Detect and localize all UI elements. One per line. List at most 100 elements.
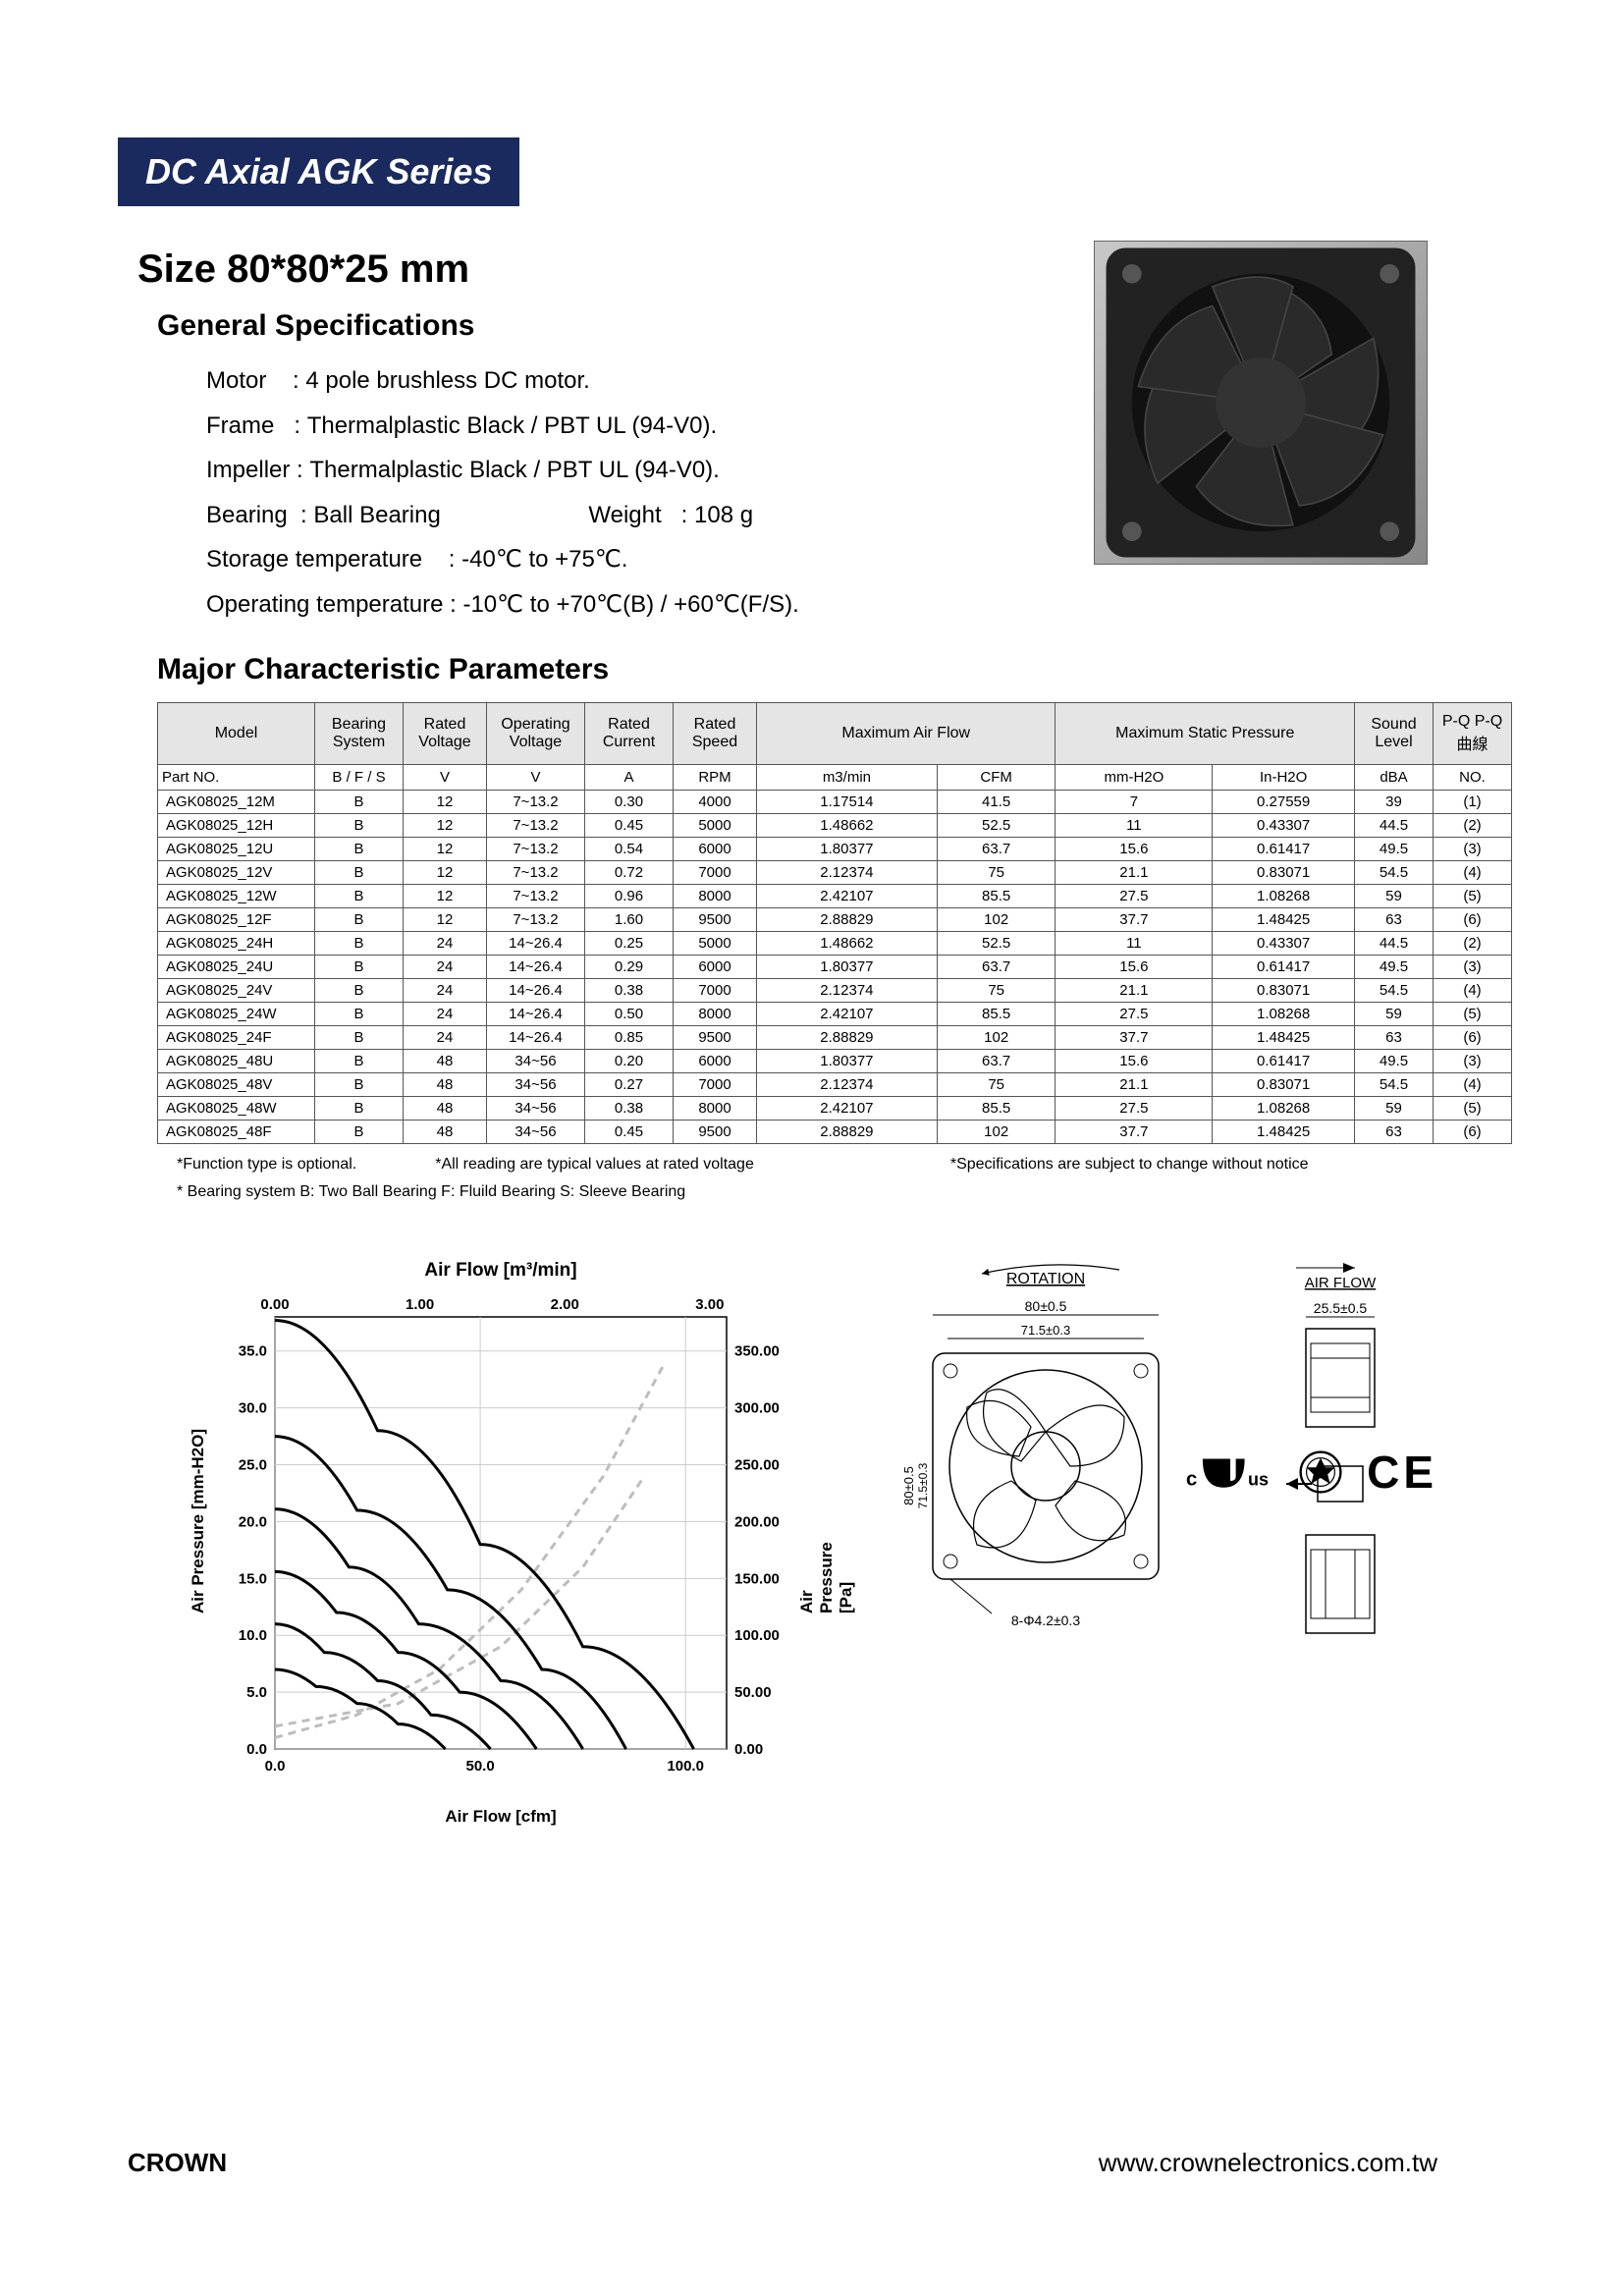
- table-cell: 27.5: [1056, 1096, 1213, 1120]
- table-cell: 7000: [674, 860, 757, 884]
- table-cell: 0.20: [585, 1049, 674, 1072]
- svg-text:250.00: 250.00: [734, 1456, 780, 1473]
- svg-text:20.0: 20.0: [239, 1513, 267, 1530]
- table-cell: 9500: [674, 1120, 757, 1143]
- table-cell: 14~26.4: [487, 931, 585, 955]
- table-cell: B: [315, 1096, 404, 1120]
- ul-mark-icon: c us: [1186, 1449, 1274, 1496]
- unit-cell: A: [585, 764, 674, 790]
- table-cell: B: [315, 955, 404, 978]
- unit-cell: RPM: [674, 764, 757, 790]
- table-cell: 7~13.2: [487, 907, 585, 931]
- table-row: AGK08025_12HB127~13.20.4550001.4866252.5…: [158, 813, 1512, 837]
- svg-text:0.00: 0.00: [260, 1296, 289, 1313]
- table-cell: (3): [1434, 837, 1512, 860]
- table-cell: 39: [1355, 790, 1434, 813]
- table-cell: 15.6: [1056, 1049, 1213, 1072]
- table-row: AGK08025_12VB127~13.20.7270002.123747521…: [158, 860, 1512, 884]
- table-row: AGK08025_24VB2414~26.40.3870002.12374752…: [158, 978, 1512, 1002]
- table-cell: B: [315, 1025, 404, 1049]
- table-cell: 37.7: [1056, 907, 1213, 931]
- table-cell: B: [315, 860, 404, 884]
- table-cell: 2.12374: [757, 1072, 938, 1096]
- table-cell: 27.5: [1056, 884, 1213, 907]
- footnote-1: *Function type is optional.: [177, 1156, 356, 1174]
- unit-cell: In-H2O: [1213, 764, 1355, 790]
- table-cell: 24: [404, 1002, 487, 1025]
- table-cell: 12: [404, 907, 487, 931]
- table-cell: 12: [404, 837, 487, 860]
- table-cell: 34~56: [487, 1096, 585, 1120]
- table-cell: 85.5: [937, 884, 1056, 907]
- table-cell: B: [315, 1072, 404, 1096]
- table-cell: AGK08025_48U: [158, 1049, 315, 1072]
- table-cell: (5): [1434, 1002, 1512, 1025]
- table-cell: AGK08025_24U: [158, 955, 315, 978]
- table-cell: 1.80377: [757, 955, 938, 978]
- table-cell: 34~56: [487, 1049, 585, 1072]
- table-cell: 21.1: [1056, 860, 1213, 884]
- page-footer: CROWN www.crownelectronics.com.tw: [128, 2148, 1437, 2178]
- spec-list: Motor : 4 pole brushless DC motor. Frame…: [206, 358, 913, 628]
- svg-text:0.0: 0.0: [246, 1741, 267, 1758]
- table-cell: (6): [1434, 1025, 1512, 1049]
- impeller-value: Thermalplastic Black / PBT UL (94-V0).: [309, 448, 719, 493]
- svg-text:1.00: 1.00: [406, 1296, 434, 1313]
- table-cell: AGK08025_48V: [158, 1072, 315, 1096]
- operating-value: -10℃ to +70℃(B) / +60℃(F/S).: [462, 582, 798, 628]
- dim-71-5-left: 71.5±0.3: [916, 1462, 930, 1508]
- table-cell: 63: [1355, 1025, 1434, 1049]
- certification-marks: c us CE: [1186, 1446, 1437, 1499]
- table-cell: AGK08025_24F: [158, 1025, 315, 1049]
- footnote-4: * Bearing system B: Two Ball Bearing F: …: [177, 1183, 1506, 1201]
- table-cell: 63.7: [937, 1049, 1056, 1072]
- table-cell: (6): [1434, 1120, 1512, 1143]
- unit-cell: V: [487, 764, 585, 790]
- table-cell: 0.27559: [1213, 790, 1355, 813]
- table-cell: AGK08025_12F: [158, 907, 315, 931]
- table-row: AGK08025_12UB127~13.20.5460001.8037763.7…: [158, 837, 1512, 860]
- unit-cell: V: [404, 764, 487, 790]
- unit-cell: Part NO.: [158, 764, 315, 790]
- table-cell: 0.61417: [1213, 955, 1355, 978]
- params-table-wrap: Model Bearing System Rated Voltage Opera…: [157, 702, 1512, 1144]
- table-row: AGK08025_24FB2414~26.40.8595002.88829102…: [158, 1025, 1512, 1049]
- table-cell: 5000: [674, 813, 757, 837]
- table-cell: AGK08025_24V: [158, 978, 315, 1002]
- svg-text:350.00: 350.00: [734, 1342, 780, 1359]
- svg-text:us: us: [1248, 1470, 1269, 1490]
- table-cell: 21.1: [1056, 978, 1213, 1002]
- table-cell: 37.7: [1056, 1025, 1213, 1049]
- unit-cell: mm-H2O: [1056, 764, 1213, 790]
- table-cell: 1.48425: [1213, 1025, 1355, 1049]
- table-cell: B: [315, 1049, 404, 1072]
- table-cell: 4000: [674, 790, 757, 813]
- table-cell: 2.88829: [757, 1025, 938, 1049]
- table-cell: 12: [404, 860, 487, 884]
- unit-cell: NO.: [1434, 764, 1512, 790]
- table-cell: (4): [1434, 860, 1512, 884]
- table-cell: 75: [937, 978, 1056, 1002]
- table-cell: 14~26.4: [487, 1002, 585, 1025]
- table-cell: 0.54: [585, 837, 674, 860]
- table-cell: 44.5: [1355, 931, 1434, 955]
- footnote-2: *All reading are typical values at rated…: [435, 1156, 754, 1174]
- table-cell: 0.25: [585, 931, 674, 955]
- table-cell: 49.5: [1355, 837, 1434, 860]
- table-cell: 7: [1056, 790, 1213, 813]
- frame-label: Frame :: [206, 404, 307, 449]
- table-cell: 0.61417: [1213, 837, 1355, 860]
- table-cell: 1.08268: [1213, 1096, 1355, 1120]
- table-cell: 8000: [674, 884, 757, 907]
- table-cell: 8000: [674, 1002, 757, 1025]
- storage-label: Storage temperature :: [206, 537, 461, 582]
- table-cell: 1.80377: [757, 1049, 938, 1072]
- params-heading: Major Characteristic Parameters: [157, 653, 1506, 686]
- table-cell: 0.61417: [1213, 1049, 1355, 1072]
- th-bearing: Bearing System: [315, 702, 404, 764]
- operating-label: Operating temperature :: [206, 582, 462, 628]
- table-cell: 7~13.2: [487, 790, 585, 813]
- svg-text:200.00: 200.00: [734, 1513, 780, 1530]
- table-cell: 102: [937, 1120, 1056, 1143]
- table-cell: 24: [404, 931, 487, 955]
